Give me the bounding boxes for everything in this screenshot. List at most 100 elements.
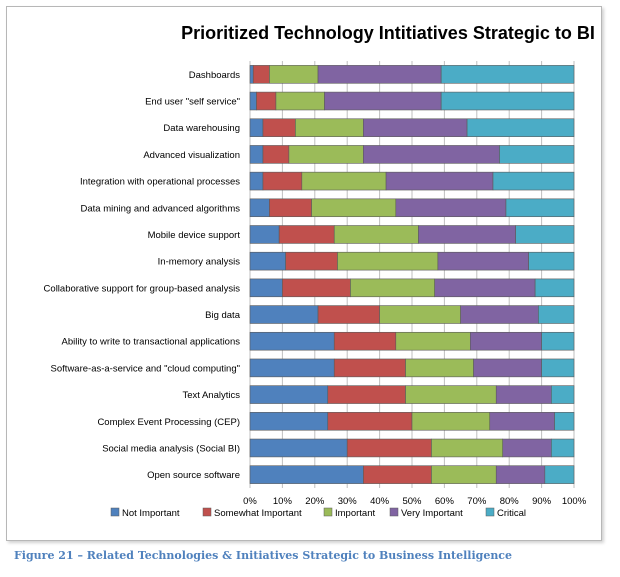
x-tick-label: 60% bbox=[435, 496, 455, 507]
bar-important bbox=[350, 278, 435, 298]
bar-not-important bbox=[249, 91, 257, 111]
bar-somewhat-important bbox=[269, 198, 312, 218]
bar-critical bbox=[554, 412, 575, 431]
bar-important bbox=[379, 305, 461, 324]
bar-critical bbox=[499, 145, 575, 164]
x-tick-label: 50% bbox=[402, 496, 422, 507]
bar-not-important bbox=[249, 305, 319, 324]
bar-critical bbox=[440, 91, 575, 111]
x-tick-label: 100% bbox=[562, 496, 587, 507]
stacked-bar-chart: Prioritized Technology Intitiatives Stra… bbox=[44, 23, 595, 519]
bar-very-important bbox=[470, 331, 542, 351]
bar-somewhat-important bbox=[262, 171, 303, 191]
bar-critical bbox=[515, 225, 575, 244]
bar-critical bbox=[505, 198, 575, 218]
bar-not-important bbox=[249, 225, 280, 244]
category-label: Open source software bbox=[147, 470, 240, 481]
bar-very-important bbox=[495, 465, 546, 484]
bar-not-important bbox=[249, 171, 264, 191]
bar-very-important bbox=[460, 305, 539, 324]
bar-very-important bbox=[473, 358, 542, 378]
bar-important bbox=[431, 465, 497, 484]
bar-important bbox=[269, 65, 319, 84]
bar-very-important bbox=[434, 278, 536, 298]
bar-very-important bbox=[385, 171, 494, 191]
bar-somewhat-important bbox=[262, 118, 296, 137]
category-label: Advanced visualization bbox=[143, 150, 240, 161]
bar-very-important bbox=[363, 145, 500, 164]
legend-swatch-critical bbox=[485, 507, 495, 517]
bar-very-important bbox=[395, 198, 507, 218]
bar-very-important bbox=[495, 385, 552, 404]
bar-somewhat-important bbox=[346, 438, 432, 458]
bar-important bbox=[288, 145, 364, 164]
category-label: Dashboards bbox=[189, 70, 240, 81]
x-tick-label: 0% bbox=[243, 496, 257, 507]
bar-not-important bbox=[249, 331, 335, 351]
bar-very-important bbox=[324, 91, 442, 111]
bar-not-important bbox=[249, 438, 348, 458]
bar-somewhat-important bbox=[327, 385, 406, 404]
bar-critical bbox=[440, 65, 575, 84]
figure-caption: Figure 21 – Related Technologies & Initi… bbox=[14, 549, 513, 562]
legend-label: Somewhat Important bbox=[214, 508, 302, 519]
category-label: Software-as-a-service and "cloud computi… bbox=[51, 363, 240, 374]
category-label: Collaborative support for group-based an… bbox=[44, 283, 241, 294]
bar-not-important bbox=[249, 65, 254, 84]
bar-important bbox=[431, 438, 504, 458]
bar-somewhat-important bbox=[278, 225, 335, 244]
bar-critical bbox=[541, 331, 575, 351]
bar-critical bbox=[541, 358, 575, 378]
bar-not-important bbox=[249, 118, 264, 137]
bar-somewhat-important bbox=[333, 331, 397, 351]
category-label: Data warehousing bbox=[163, 123, 240, 134]
bar-important bbox=[311, 198, 397, 218]
category-label: Big data bbox=[205, 310, 241, 321]
bar-critical bbox=[528, 251, 575, 271]
bar-somewhat-important bbox=[333, 358, 406, 378]
category-label: Mobile device support bbox=[148, 230, 241, 241]
bar-somewhat-important bbox=[252, 65, 270, 84]
bar-very-important bbox=[437, 251, 529, 271]
x-tick-label: 30% bbox=[338, 496, 358, 507]
bar-not-important bbox=[249, 385, 329, 404]
bar-critical bbox=[492, 171, 575, 191]
bar-critical bbox=[551, 438, 575, 458]
bar-critical bbox=[534, 278, 575, 298]
bar-critical bbox=[544, 465, 575, 484]
bar-somewhat-important bbox=[282, 278, 351, 298]
legend-swatch-somewhat-important bbox=[202, 507, 212, 517]
x-tick-label: 10% bbox=[273, 496, 293, 507]
category-label: Text Analytics bbox=[182, 390, 240, 401]
bar-critical bbox=[538, 305, 575, 324]
legend-swatch-important bbox=[323, 507, 333, 517]
category-label: Social media analysis (Social BI) bbox=[102, 443, 240, 454]
bar-not-important bbox=[249, 198, 270, 218]
legend-swatch-not-important bbox=[110, 507, 120, 517]
bar-not-important bbox=[249, 278, 283, 298]
legend-swatch-very-important bbox=[389, 507, 399, 517]
x-tick-label: 40% bbox=[370, 496, 390, 507]
bar-somewhat-important bbox=[262, 145, 290, 164]
chart-title: Prioritized Technology Intitiatives Stra… bbox=[181, 23, 595, 43]
bar-important bbox=[405, 358, 474, 378]
bar-very-important bbox=[489, 412, 555, 431]
x-tick-label: 70% bbox=[467, 496, 487, 507]
bar-important bbox=[337, 251, 439, 271]
legend-label: Very Important bbox=[401, 508, 463, 519]
bar-very-important bbox=[418, 225, 516, 244]
bar-important bbox=[395, 331, 471, 351]
bar-critical bbox=[551, 385, 575, 404]
bar-important bbox=[275, 91, 325, 111]
category-label: In-memory analysis bbox=[158, 257, 241, 268]
category-label: Data mining and advanced algorithms bbox=[81, 203, 241, 214]
bar-somewhat-important bbox=[285, 251, 338, 271]
bar-very-important bbox=[317, 65, 442, 84]
category-label: Integration with operational processes bbox=[80, 177, 240, 188]
bar-somewhat-important bbox=[363, 465, 432, 484]
category-label: Ability to write to transactional applic… bbox=[62, 337, 241, 348]
bar-very-important bbox=[363, 118, 468, 137]
bar-somewhat-important bbox=[317, 305, 380, 324]
legend-label: Not Important bbox=[122, 508, 180, 519]
bar-not-important bbox=[249, 412, 329, 431]
